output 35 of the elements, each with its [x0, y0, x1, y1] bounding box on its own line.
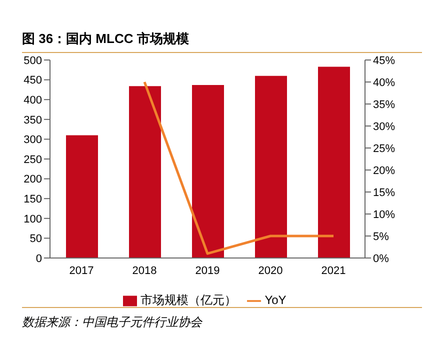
y2-tick-label: 35% [373, 98, 396, 111]
y2-tick-label: 0% [373, 252, 390, 265]
y-tick-label: 300 [24, 134, 42, 146]
x-tick-label: 2017 [69, 264, 94, 277]
bar [66, 135, 98, 258]
bar [192, 84, 224, 258]
y-tick-label: 350 [24, 114, 42, 126]
bar [255, 76, 287, 258]
y-tick-label: 450 [24, 74, 42, 87]
y-tick-label: 200 [24, 174, 42, 186]
source-note: 数据来源：中国电子元件行业协会 [22, 314, 202, 331]
y2-tick-label: 15% [373, 186, 396, 199]
chart-title: 图 36：国内 MLCC 市场规模 [22, 30, 189, 48]
y-tick-label: 150 [24, 194, 42, 206]
y2-tick-label: 45% [373, 54, 396, 67]
y-tick-label: 400 [24, 94, 42, 107]
y2-tick-label: 40% [373, 76, 396, 89]
y-tick-label: 100 [24, 213, 42, 226]
y-tick-label: 0 [36, 252, 42, 265]
x-tick-label: 2019 [195, 264, 220, 277]
y-tick-label: 250 [24, 154, 42, 166]
y2-tick-label: 5% [373, 230, 390, 243]
y2-tick-label: 25% [373, 142, 396, 155]
y-tick-label: 500 [24, 54, 42, 67]
y2-tick-label: 10% [373, 208, 396, 221]
y2-tick-label: 20% [373, 164, 396, 177]
y-tick-label: 50 [30, 233, 42, 246]
x-tick-label: 2021 [321, 264, 346, 277]
x-tick-label: 2018 [132, 264, 157, 277]
y2-tick-label: 30% [373, 120, 396, 133]
bar [129, 86, 161, 258]
bar [318, 66, 350, 258]
legend-label: YoY [264, 293, 286, 307]
x-tick-label: 2020 [258, 264, 283, 277]
legend-label: 市场规模（亿元） [140, 293, 237, 307]
